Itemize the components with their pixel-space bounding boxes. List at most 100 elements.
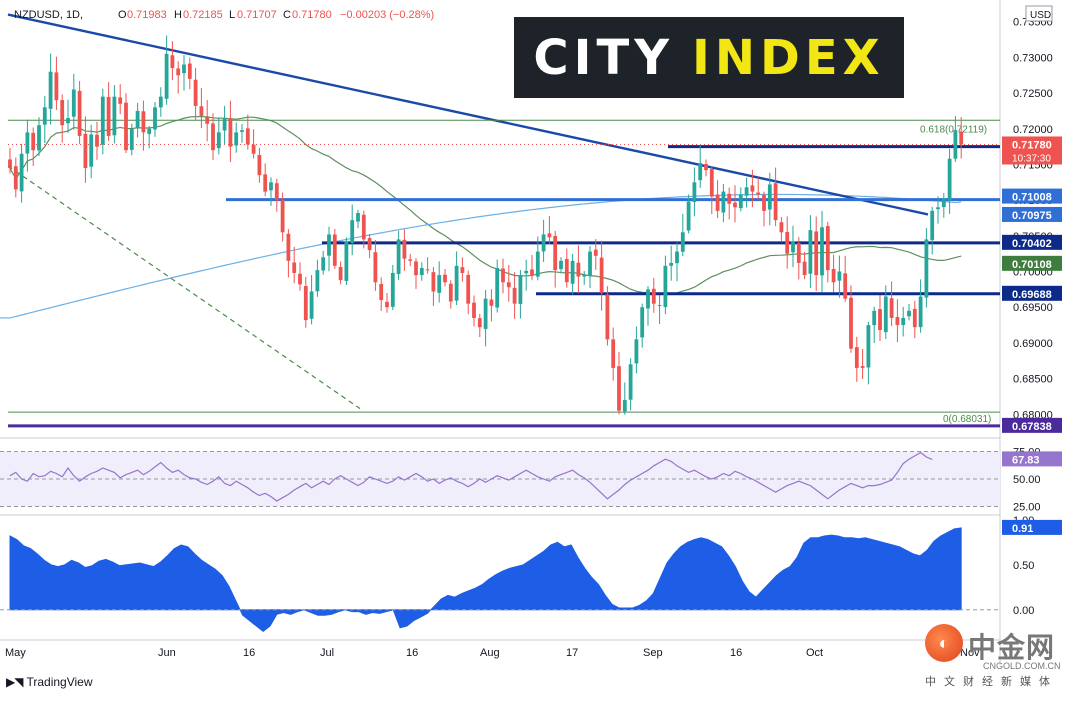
logo-index-text: INDEX [691,29,885,86]
candle-body [704,164,708,171]
candle-body [692,182,697,203]
open-label: O [118,9,127,21]
candle-body [924,239,929,298]
candle-body [182,64,186,74]
candle-body [646,289,650,309]
candle-body [721,191,726,213]
correlation-value-label: 0.91 [1012,523,1033,535]
ma-blue-line [0,193,962,319]
price-tag-label: 0.70108 [1012,259,1052,271]
candle-body [907,310,911,317]
candle-body [332,234,337,266]
candle-body [8,159,12,169]
tradingview-footer[interactable]: ▶◥ TradingView [6,675,93,689]
candle-body [912,308,917,328]
fib-0-label: 0(0.68031) [943,414,991,425]
candle-body [959,131,964,145]
rsi-value-box [1002,451,1062,467]
candle-body [385,301,389,308]
candle-body [454,265,459,301]
price-axis: 0.735000.730000.725000.720000.715000.710… [1002,17,1062,433]
correlation-pane: 1.000.500.000.91 [0,515,1062,633]
time-tick-label: Jul [320,647,334,659]
candle-body [785,231,790,254]
candle-body [292,262,297,273]
candle-body [611,339,616,368]
price-tag-label: 0.67838 [1012,421,1052,433]
candle-body [634,339,639,364]
candle-body [872,310,877,326]
candle-body [651,288,656,304]
price-tick-label: 0.72000 [1013,124,1053,136]
candle-body [947,158,952,201]
candle-body [530,269,534,276]
candle-body [135,110,140,129]
candle-body [837,271,842,281]
candle-body [878,309,882,331]
cngold-domain: CNGOLD.COM.CN [983,661,1061,671]
candle-body [541,234,546,252]
time-tick-label: Sep [643,647,663,659]
candle-body [199,106,204,116]
candle-body [269,182,273,191]
tradingview-logo-icon: ▶◥ [6,675,23,689]
symbol-label: NZDUSD, 1D, [14,9,83,21]
cngold-logo-icon [925,624,963,662]
candle-body [930,210,935,241]
candle-body [738,194,743,209]
rsi-tick-label: 50.00 [1013,474,1041,486]
high-value: 0.72185 [183,9,223,21]
cngold-mark-icon: ◐ [938,633,950,653]
candle-body [187,63,192,79]
low-value: 0.71707 [237,9,277,21]
candle-body [854,347,859,368]
candle-body [350,220,355,243]
current-price-label: 0.71780 [1012,139,1052,151]
time-tick-label: May [5,647,26,659]
candle-body [622,400,627,412]
candle-body [501,268,505,283]
candle-body [158,96,163,108]
candle-body [918,296,923,328]
candle-body [733,202,737,208]
candle-body [773,183,778,221]
candle-body [390,272,395,307]
candle-body [570,260,575,284]
candle-body [814,231,819,276]
candle-body [13,166,18,190]
candle-body [112,96,117,136]
rsi-tick-label: 25.00 [1013,502,1041,514]
open-value: 0.71983 [127,9,167,21]
candle-body [414,261,418,276]
candle-body [640,307,645,338]
candle-body [715,194,720,211]
candle-body [193,79,198,106]
cngold-subtitle: 中文财经新媒体 [925,675,1058,688]
candle-body [477,318,482,328]
candle-body [820,227,824,276]
candle-body [205,117,210,124]
time-tick-label: Nov [960,647,980,659]
candle-body [240,130,244,132]
price-tag-box [1002,285,1062,301]
moving-averages [0,13,962,410]
candle-body [19,153,24,192]
candle-body [286,233,291,261]
price-tick-label: 0.72500 [1013,88,1053,100]
candle-body [599,257,604,293]
price-tag-label: 0.69688 [1012,289,1052,301]
currency-box[interactable] [1025,5,1053,22]
candle-body [663,265,668,308]
low-label: L [229,9,235,21]
candle-body [274,183,279,201]
candle-body [564,258,569,283]
candlestick-series [8,35,964,415]
candle-body [791,241,795,253]
candle-body [605,294,610,340]
candle-body [100,96,105,145]
correlation-tick-label: 0.50 [1013,560,1034,572]
candle-body [495,267,500,308]
candle-body [245,128,250,145]
candle-body [489,299,494,306]
candle-body [321,257,326,271]
